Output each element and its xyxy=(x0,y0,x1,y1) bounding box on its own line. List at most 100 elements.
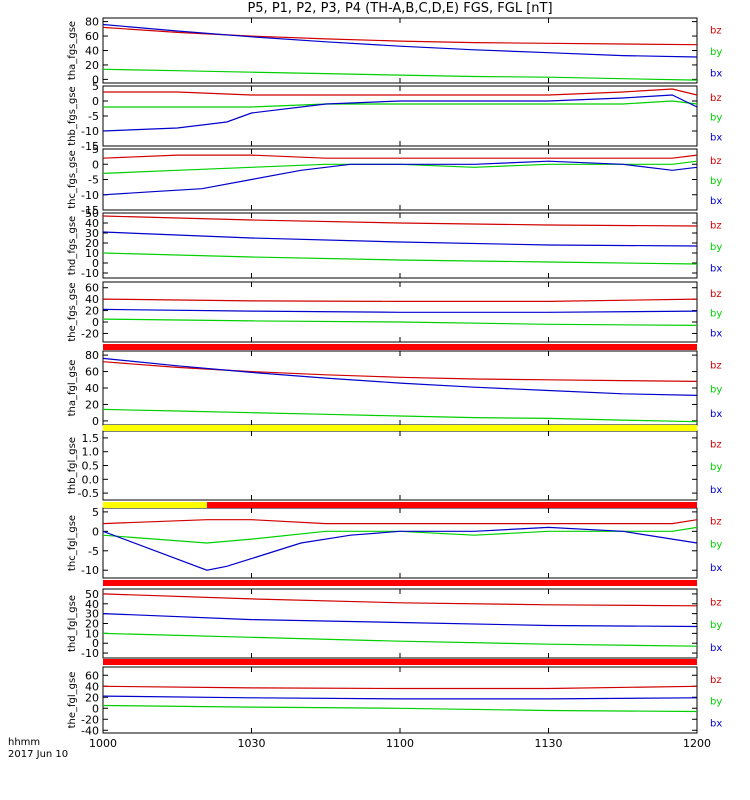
y-tick-label: 20 xyxy=(85,237,99,250)
y-tick-label: 10 xyxy=(85,247,99,260)
legend-by: by xyxy=(710,113,722,124)
y-tick-label: 50 xyxy=(85,207,99,220)
series-bx xyxy=(102,526,698,571)
y-tick-label: 60 xyxy=(85,366,99,379)
series-bx xyxy=(102,23,698,58)
y-tick-label: 30 xyxy=(85,227,99,240)
legend-bx: bx xyxy=(710,409,722,420)
y-tick-label: 80 xyxy=(85,16,99,29)
y-tick-label: 20 xyxy=(85,305,99,318)
y-tick-label: -10 xyxy=(81,125,99,138)
series-bx xyxy=(102,695,698,700)
y-tick-label: -10 xyxy=(81,189,99,202)
y-tick-label: 0 xyxy=(92,525,99,538)
series-bz xyxy=(102,593,698,607)
series-bz xyxy=(102,215,698,227)
legend-bz: bz xyxy=(710,26,722,37)
series-bz xyxy=(102,26,698,46)
y-axis-label: thd_fgl_gse xyxy=(67,595,78,652)
y-tick-label: 20 xyxy=(85,618,99,631)
status-bar-yellow xyxy=(103,425,697,431)
series-by xyxy=(102,526,698,544)
series-by xyxy=(102,68,698,81)
y-tick-label: -15 xyxy=(81,140,99,153)
legend-bx: bx xyxy=(710,563,722,574)
y-tick-label: 0 xyxy=(92,637,99,650)
y-axis-label: thc_fgl_gse xyxy=(67,515,78,571)
y-tick-label: -10 xyxy=(81,647,99,660)
series-bz xyxy=(102,154,698,159)
y-tick-label: 1.0 xyxy=(82,446,100,459)
y-tick-label: 5 xyxy=(92,506,99,519)
chart-title: P5, P1, P2, P3, P4 (TH-A,B,C,D,E) FGS, F… xyxy=(247,1,552,16)
panel-3: -15 -10 -5 0 5 thc_fgs_gse bz by bx xyxy=(67,143,722,217)
y-tick-label: 5 xyxy=(92,80,99,93)
y-tick-label: -20 xyxy=(81,327,99,340)
x-tick-label: 1200 xyxy=(683,737,711,750)
x-tick-label: 1130 xyxy=(535,737,563,750)
x-axis: 1000 1030 1100 1130 1200 xyxy=(89,737,711,750)
series-bz xyxy=(102,685,698,690)
series-bz xyxy=(102,361,698,382)
y-axis-label: tha_fgl_gse xyxy=(67,360,78,417)
panel-frame xyxy=(102,17,698,84)
legend-by: by xyxy=(710,309,722,320)
y-tick-label: -0.5 xyxy=(78,487,99,500)
panel-frame xyxy=(102,666,698,734)
y-tick-label: 0 xyxy=(92,415,99,428)
footer-date: 2017 Jun 10 xyxy=(8,749,68,760)
y-tick-label: -20 xyxy=(81,713,99,726)
y-tick-label: 40 xyxy=(85,45,99,58)
y-axis-label: thc_fgs_gse xyxy=(67,150,78,209)
y-tick-label: -10 xyxy=(81,267,99,280)
legend-bx: bx xyxy=(710,132,722,143)
y-tick-label: -15 xyxy=(81,204,99,217)
legend-bz: bz xyxy=(710,289,722,300)
panel-2: -15 -10 -5 0 5 thb_fgs_gse bz by bx xyxy=(67,80,722,153)
legend-bz: bz xyxy=(710,221,722,232)
y-tick-label: 60 xyxy=(85,282,99,295)
status-bar-yellow xyxy=(103,502,207,508)
legend-bx: bx xyxy=(710,196,722,207)
status-bar-red xyxy=(103,659,697,665)
y-tick-label: 40 xyxy=(85,293,99,306)
series-bz xyxy=(102,298,698,302)
status-bar-red xyxy=(103,344,697,350)
legend-bz: bz xyxy=(710,597,722,608)
y-axis-label: the_fgl_gse xyxy=(67,672,78,729)
series-by xyxy=(103,100,698,108)
y-tick-label: 40 xyxy=(85,680,99,693)
panel-frame xyxy=(102,430,698,501)
legend-bx: bx xyxy=(710,643,722,654)
legend-bx: bx xyxy=(710,264,722,275)
panel-7: -0.50.00.51.01.5 thb_fgl_gse bz by bx xyxy=(67,430,722,501)
legend-bz: bz xyxy=(710,675,722,686)
series-by xyxy=(102,160,698,174)
x-tick-label: 1030 xyxy=(238,737,266,750)
series-by xyxy=(102,632,698,647)
status-bar-red xyxy=(206,502,697,508)
legend-bx: bx xyxy=(710,485,722,496)
footer-label: hhmm xyxy=(8,737,40,748)
series-by xyxy=(102,252,698,265)
y-tick-label: 5 xyxy=(92,143,99,156)
y-tick-label: 0 xyxy=(92,702,99,715)
series-bz xyxy=(102,519,698,525)
series-by xyxy=(102,704,698,713)
x-tick-label: 1000 xyxy=(89,737,117,750)
y-tick-label: 0.0 xyxy=(82,473,100,486)
legend-bx: bx xyxy=(710,718,722,729)
y-tick-label: 20 xyxy=(85,691,99,704)
legend-by: by xyxy=(710,697,722,708)
y-tick-label: 1.5 xyxy=(82,432,100,445)
legend-bz: bz xyxy=(710,517,722,528)
y-tick-label: 0 xyxy=(92,158,99,171)
y-axis-label: thb_fgl_gse xyxy=(67,437,78,494)
y-tick-label: 20 xyxy=(85,398,99,411)
